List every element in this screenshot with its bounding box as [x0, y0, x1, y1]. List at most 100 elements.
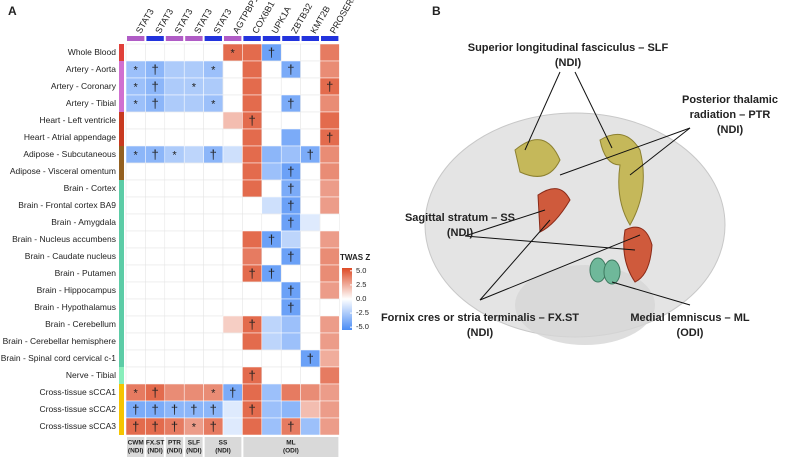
significance-mark: † [268, 45, 275, 60]
colorbar-tick-label: 2.5 [356, 280, 366, 289]
empty-cell [125, 264, 146, 283]
significance-mark: * [172, 149, 177, 161]
significance-mark: † [248, 113, 255, 128]
cell [319, 179, 340, 198]
cell [242, 383, 263, 402]
empty-cell [145, 332, 166, 351]
tissue-bar [119, 61, 124, 78]
cell [300, 213, 321, 232]
empty-cell [164, 264, 185, 283]
empty-cell [164, 298, 185, 317]
cell [242, 145, 263, 164]
group-name: FX.ST [146, 440, 164, 447]
empty-cell [261, 111, 282, 130]
empty-cell [125, 332, 146, 351]
cell [319, 247, 340, 266]
empty-cell [164, 43, 185, 62]
significance-mark: * [134, 387, 139, 399]
tissue-bar [119, 180, 124, 197]
tissue-bar [119, 197, 124, 214]
empty-cell [125, 366, 146, 385]
empty-cell [300, 43, 321, 62]
empty-cell [145, 247, 166, 266]
empty-cell [164, 128, 185, 147]
empty-cell [280, 349, 301, 368]
empty-cell [300, 366, 321, 385]
significance-mark: † [151, 147, 158, 162]
brain-image [424, 71, 726, 345]
significance-mark: † [248, 368, 255, 383]
cell [319, 264, 340, 283]
cerebellum [515, 265, 655, 345]
significance-mark: † [287, 62, 294, 77]
cell [280, 315, 301, 334]
significance-mark: † [287, 181, 294, 196]
cell [319, 366, 340, 385]
empty-cell [183, 315, 204, 334]
empty-cell [183, 349, 204, 368]
colorbar-tick-label: -2.5 [356, 308, 369, 317]
cell [164, 77, 185, 96]
empty-cell [222, 77, 243, 96]
empty-cell [203, 128, 224, 147]
empty-cell [145, 281, 166, 300]
empty-cell [164, 315, 185, 334]
column-bar [282, 36, 300, 41]
cell [222, 417, 243, 436]
empty-cell [222, 196, 243, 215]
significance-mark: * [134, 149, 139, 161]
group-box [165, 437, 184, 457]
row-label: Cross-tissue sCCA2 [39, 404, 116, 414]
empty-cell [280, 264, 301, 283]
cell [164, 94, 185, 113]
column-label: STAT3 [153, 7, 175, 35]
group-name: SS [219, 440, 228, 447]
column-label: STAT3 [211, 7, 233, 35]
group-measure: (NDI) [167, 448, 183, 455]
empty-cell [203, 349, 224, 368]
empty-cell [164, 332, 185, 351]
empty-cell [242, 298, 263, 317]
empty-cell [145, 196, 166, 215]
empty-cell [145, 111, 166, 130]
empty-cell [203, 43, 224, 62]
empty-cell [183, 196, 204, 215]
cell [222, 145, 243, 164]
significance-mark: † [132, 402, 139, 417]
tissue-bar [119, 129, 124, 146]
column-bar [204, 36, 222, 41]
column-label: STAT3 [192, 7, 214, 35]
empty-cell [164, 162, 185, 181]
significance-mark: * [134, 98, 139, 110]
empty-cell [125, 196, 146, 215]
column-bar [262, 36, 281, 41]
tissue-bar [119, 95, 124, 112]
empty-cell [300, 298, 321, 317]
empty-cell [183, 43, 204, 62]
empty-cell [222, 332, 243, 351]
empty-cell [183, 332, 204, 351]
empty-cell [125, 230, 146, 249]
empty-cell [300, 111, 321, 130]
significance-mark: † [287, 198, 294, 213]
empty-cell [222, 60, 243, 79]
cell [183, 60, 204, 79]
column-bar [224, 36, 242, 41]
empty-cell [203, 298, 224, 317]
tract-label: Medial lemniscus – ML [630, 312, 749, 324]
colorbar [342, 268, 352, 330]
empty-cell [183, 230, 204, 249]
significance-mark: * [211, 387, 216, 399]
significance-mark: † [307, 351, 314, 366]
group-measure: (NDI) [128, 448, 144, 455]
significance-mark: * [192, 421, 197, 433]
cell [319, 196, 340, 215]
group-box [146, 437, 164, 457]
tract-label: (NDI) [467, 327, 494, 339]
tract-label: radiation – PTR [690, 109, 771, 121]
cell [319, 60, 340, 79]
cell [319, 417, 340, 436]
cell [261, 332, 282, 351]
empty-cell [125, 213, 146, 232]
empty-cell [203, 247, 224, 266]
